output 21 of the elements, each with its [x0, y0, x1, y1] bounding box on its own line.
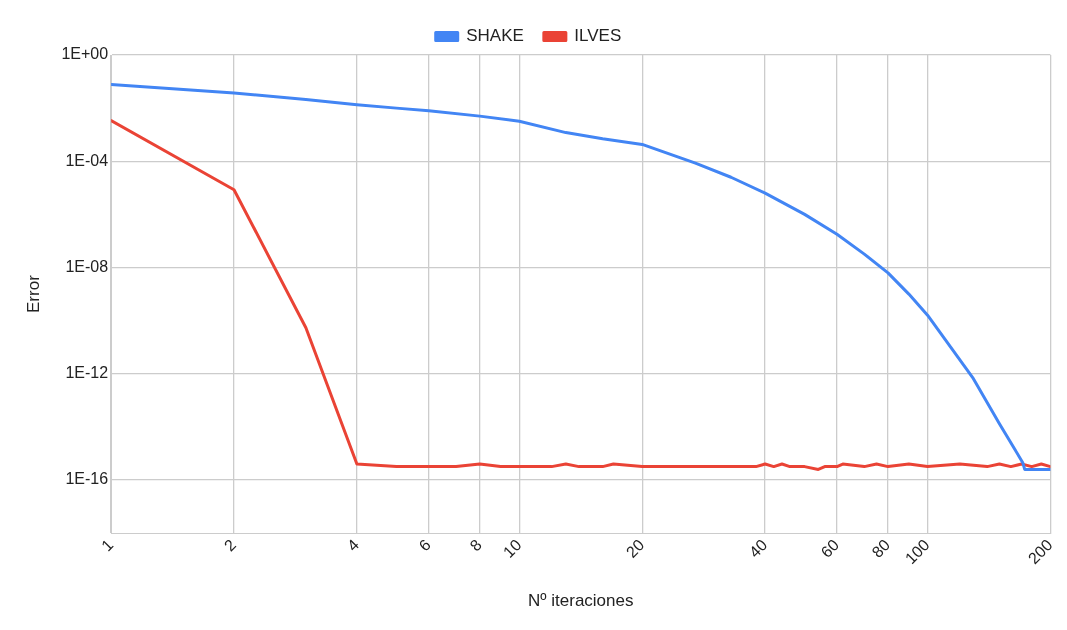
y-tick-label: 1E-12: [65, 364, 109, 382]
x-tick-label: 6: [415, 536, 435, 555]
x-tick-label: 200: [1024, 536, 1056, 568]
x-tick-label: 80: [868, 536, 894, 561]
y-tick-label: 1E+00: [61, 45, 109, 63]
y-tick-label: 1E-16: [65, 470, 109, 488]
x-tick-label: 1: [98, 536, 117, 555]
y-axis-title: Error: [23, 274, 43, 313]
x-axis-title: Nº iteraciones: [528, 591, 634, 611]
x-tick-label: 10: [499, 536, 525, 561]
x-tick-label: 2: [220, 536, 240, 555]
x-tick-label: 4: [343, 536, 363, 555]
x-tick-label: 60: [817, 536, 843, 561]
x-tick-label: 40: [745, 536, 771, 561]
x-tick-label: 8: [466, 536, 486, 555]
x-tick-label: 100: [901, 536, 933, 568]
legend-label: SHAKE: [466, 26, 524, 46]
x-tick-label: 20: [622, 536, 648, 561]
y-tick-label: 1E-08: [65, 257, 109, 275]
y-tick-label: 1E-04: [65, 151, 109, 169]
legend-label: ILVES: [574, 26, 622, 46]
